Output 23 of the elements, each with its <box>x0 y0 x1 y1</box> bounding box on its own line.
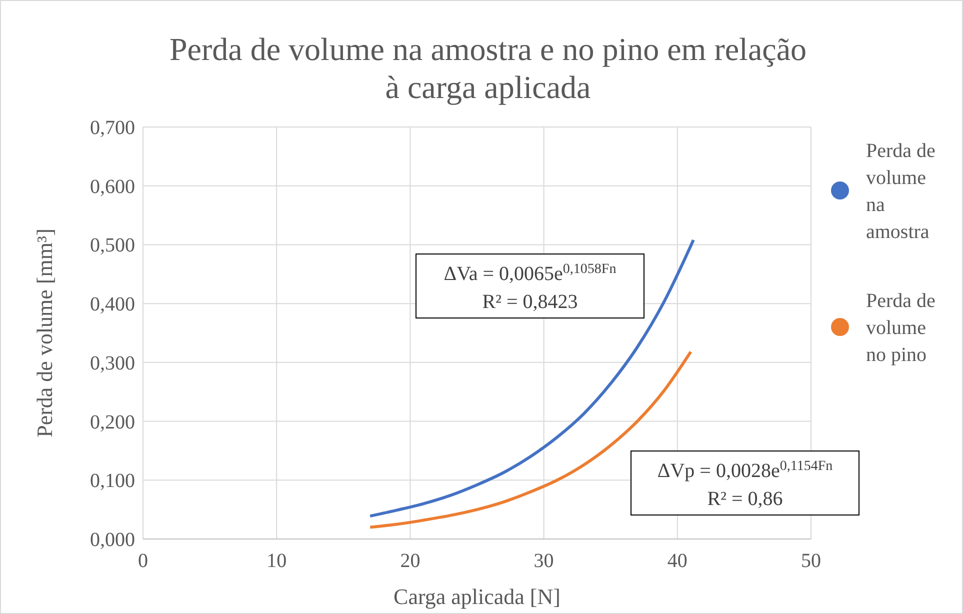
chart-title: Perda de volume na amostra e no pino em relação à carga aplicada <box>169 31 807 105</box>
y-tick-label: 0,500 <box>90 234 135 257</box>
x-tick-label: 20 <box>400 550 420 572</box>
x-tick-label: 50 <box>801 550 821 572</box>
y-tick-label: 0,200 <box>90 411 135 434</box>
y-tick-label: 0,100 <box>90 470 135 492</box>
y-tick-label: 0,600 <box>90 176 135 198</box>
x-tick-label: 0 <box>138 550 148 572</box>
line-series <box>368 238 695 518</box>
annotation: ΔVa = 0,0065e$^{0,1058Fn}$ R² = 0,8423 <box>444 262 616 313</box>
annotation: ΔVp = 0,0028e$^{0,1154Fn}$ R² = 0,86 <box>657 458 833 510</box>
x-tick-label: 30 <box>534 550 554 572</box>
y-tick-label: 0,400 <box>90 294 135 316</box>
legend-label: Perda de volume no pino <box>866 290 936 366</box>
y-tick-label: 0,300 <box>90 352 135 374</box>
y-tick-label: 0,000 <box>90 529 135 551</box>
y-axis-title: Perda de volume [mm³] <box>32 228 57 438</box>
y-tick-label: 0,700 <box>90 117 135 139</box>
line-series <box>368 350 692 529</box>
legend-label: Perda de volume na amostra <box>866 140 936 243</box>
x-tick-label: 40 <box>667 550 688 572</box>
x-tick-label: 10 <box>266 550 287 572</box>
x-axis-title: Carga aplicada [N] <box>394 584 560 609</box>
